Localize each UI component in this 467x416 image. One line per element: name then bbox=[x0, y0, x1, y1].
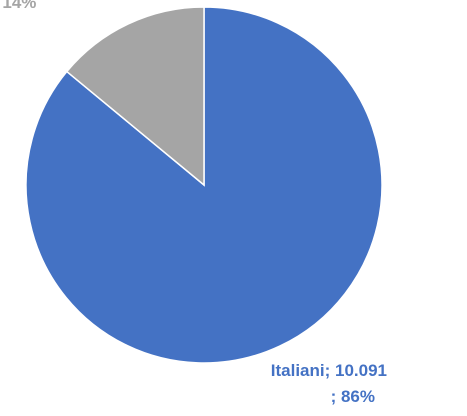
label-italiani-line2: ; 86% bbox=[331, 387, 375, 406]
pie-slice-italiani bbox=[25, 6, 383, 364]
pie-slice-other bbox=[65, 6, 205, 187]
label-italiani-line1: Italiani; 10.091 bbox=[271, 361, 387, 380]
pie-slices bbox=[25, 6, 383, 364]
label-other-line1: ; 14% bbox=[0, 0, 36, 12]
